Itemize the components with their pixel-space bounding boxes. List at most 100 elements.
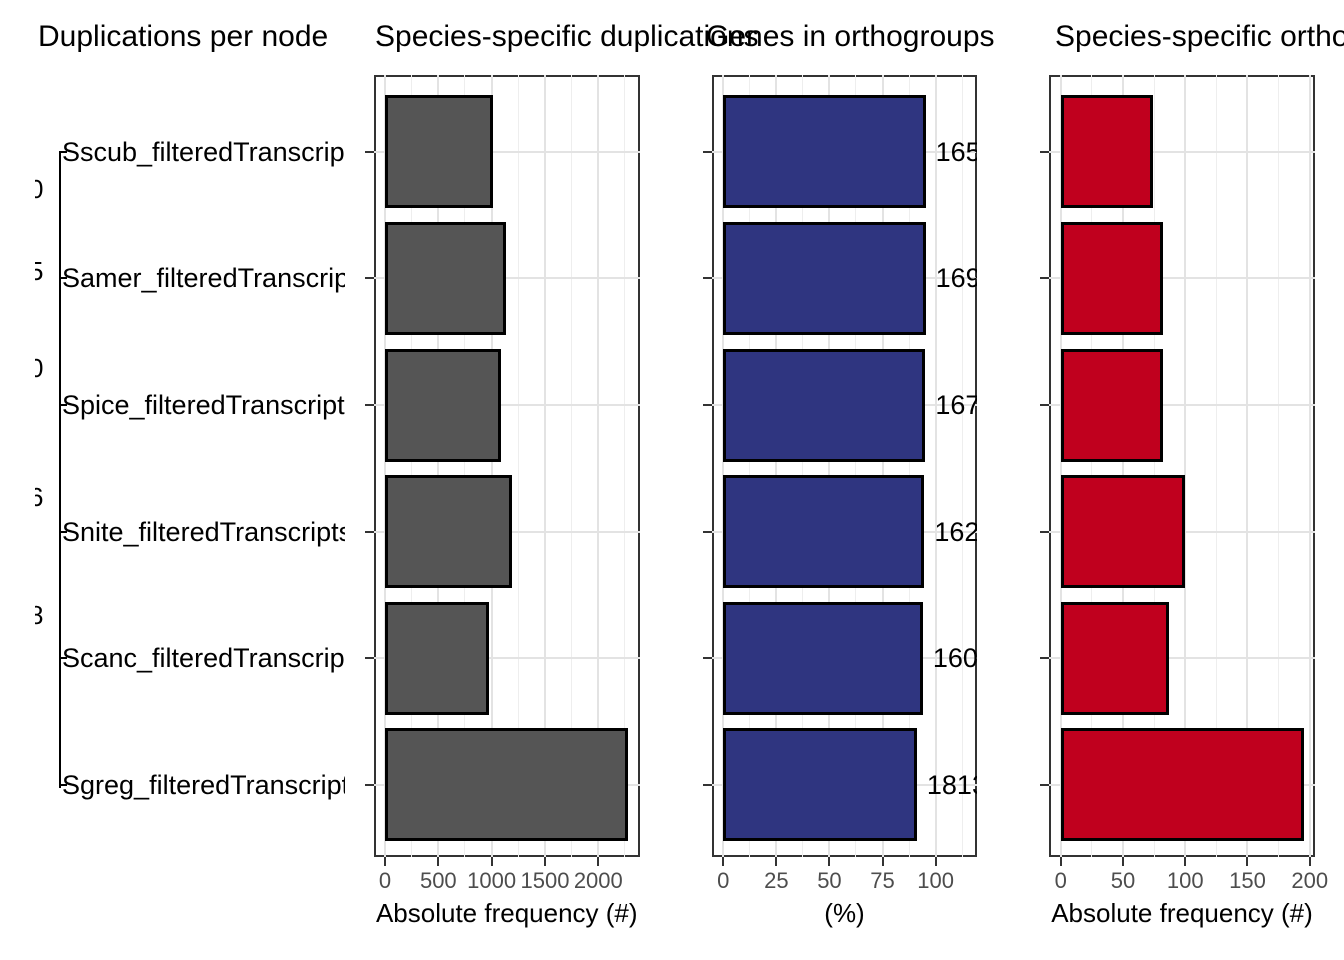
x-axis-tick-label: 100 xyxy=(1166,868,1204,893)
y-axis-tick xyxy=(364,150,374,153)
y-axis-tick xyxy=(1040,404,1049,406)
gridline-minor xyxy=(1091,75,1093,857)
gridline-minor xyxy=(571,75,573,857)
tree-node-label-fragment: 0 xyxy=(35,174,47,204)
x-axis-tick-label: 2000 xyxy=(573,868,623,893)
x-axis-tick xyxy=(775,857,778,866)
gridline-major xyxy=(543,75,546,857)
bar-spice xyxy=(723,348,926,462)
gridline-row xyxy=(1049,150,1315,153)
y-axis-tick xyxy=(702,657,712,660)
bar-sgreg xyxy=(723,728,917,842)
bar-sscub xyxy=(723,95,926,209)
bar-value-label: 165 xyxy=(935,136,978,167)
gridline-major xyxy=(828,75,831,857)
bar-samer xyxy=(1060,221,1163,335)
y-axis-tick xyxy=(702,277,712,280)
x-axis-tick-label: 150 xyxy=(1229,868,1266,893)
gridline-minor xyxy=(908,75,910,857)
gridline-minor xyxy=(517,75,519,857)
bar-scanc xyxy=(1060,601,1170,715)
gridline-minor xyxy=(749,75,751,857)
x-axis-tick-label: 0 xyxy=(717,868,730,893)
bar-sgreg xyxy=(385,728,629,842)
x-axis-title: Absolute frequency (#) xyxy=(1051,898,1313,928)
gridline-minor xyxy=(802,75,804,857)
y-axis-tick xyxy=(702,530,712,533)
bar-scanc xyxy=(385,601,489,715)
y-axis-tick xyxy=(364,530,374,533)
tree-node-label-fragment: 8 xyxy=(35,600,47,630)
x-axis-tick xyxy=(1246,857,1249,866)
species-tip-label: Spice_filteredTranscripts xyxy=(62,390,345,420)
tree-branch-tip xyxy=(59,783,67,786)
gridline-major xyxy=(1059,75,1062,857)
gridline-major xyxy=(881,75,884,857)
bar-value-label: 169 xyxy=(935,263,978,294)
bar-spice xyxy=(385,348,502,462)
x-axis-tick xyxy=(384,857,386,866)
y-axis-tick xyxy=(702,404,712,406)
plot-panel-species-specific-duplications xyxy=(373,75,640,857)
y-axis-tick xyxy=(364,277,374,280)
tree-node-label-fragment: 5 xyxy=(35,256,47,286)
gridline-major xyxy=(597,75,600,857)
gridline-major xyxy=(722,75,725,857)
plot-panel-species-specific-orthogroups xyxy=(1049,75,1315,857)
tree-node-label-fragment: 6 xyxy=(35,482,47,512)
x-axis-tick-label: 0 xyxy=(1054,868,1067,893)
y-axis-tick xyxy=(702,150,712,153)
y-axis-tick xyxy=(1040,783,1049,786)
x-axis-tick xyxy=(1308,857,1311,866)
gridline-minor xyxy=(855,75,857,857)
bar-snite xyxy=(385,475,513,589)
y-axis-tick xyxy=(364,783,374,786)
bar-value-label: 160 xyxy=(932,643,978,674)
species-tip-label: Scanc_filteredTranscripts xyxy=(62,643,345,674)
gridline-major xyxy=(490,75,493,857)
x-axis-tick xyxy=(881,857,884,866)
y-axis-tick xyxy=(702,783,712,786)
x-axis-tick xyxy=(934,857,937,866)
gridline-minor xyxy=(1278,75,1280,857)
gridline-row xyxy=(373,404,640,406)
bar-snite xyxy=(1060,475,1186,589)
x-axis-tick-label: 500 xyxy=(419,868,457,893)
gridline-row xyxy=(1049,657,1315,660)
gridline-minor xyxy=(1153,75,1155,857)
gridline-row xyxy=(373,657,640,660)
x-axis-tick-label: 50 xyxy=(1110,868,1136,893)
tree-node-label-digit: 5 xyxy=(35,256,44,286)
phylogenetic-tree-panel: Sscub_filteredTranscripts Samer_filteredT… xyxy=(35,60,345,860)
x-axis-tick-label: 1500 xyxy=(520,868,570,893)
gridline-row xyxy=(1049,404,1315,406)
x-axis-tick xyxy=(437,857,440,866)
tree-node-label-digit: 0 xyxy=(35,353,44,383)
gridline-minor xyxy=(624,75,626,857)
x-axis-tick xyxy=(597,857,600,866)
tree-branch-tip xyxy=(59,277,67,280)
gridline-major xyxy=(1308,75,1311,857)
species-tip-label: Snite_filteredTranscripts xyxy=(62,516,345,547)
x-axis-tick-label: 200 xyxy=(1291,868,1329,893)
gridline-minor xyxy=(411,75,413,857)
species-tip-label: Sgreg_filteredTranscripts xyxy=(62,769,345,800)
x-axis-title: Absolute frequency (#) xyxy=(375,898,638,928)
bar-samer xyxy=(723,221,926,335)
tree-node-label-digit: 0 xyxy=(35,174,44,204)
gridline-major xyxy=(437,75,440,857)
y-axis-tick xyxy=(1040,657,1049,660)
gridline-minor xyxy=(961,75,963,857)
panel-title-species-specific-orthogroups: Species-specific orthogroups xyxy=(1055,20,1344,53)
gridline-minor xyxy=(464,75,466,857)
y-axis-tick xyxy=(364,657,374,660)
x-axis-tick-label: 50 xyxy=(817,868,842,893)
y-axis-tick xyxy=(1040,150,1049,153)
bar-sgreg xyxy=(1060,728,1304,842)
bar-value-label: 162 xyxy=(934,516,978,547)
y-axis-tick xyxy=(1040,530,1049,533)
y-axis-tick xyxy=(364,404,374,406)
tree-branch-line xyxy=(59,152,61,788)
tree-branch-tip xyxy=(59,150,67,153)
